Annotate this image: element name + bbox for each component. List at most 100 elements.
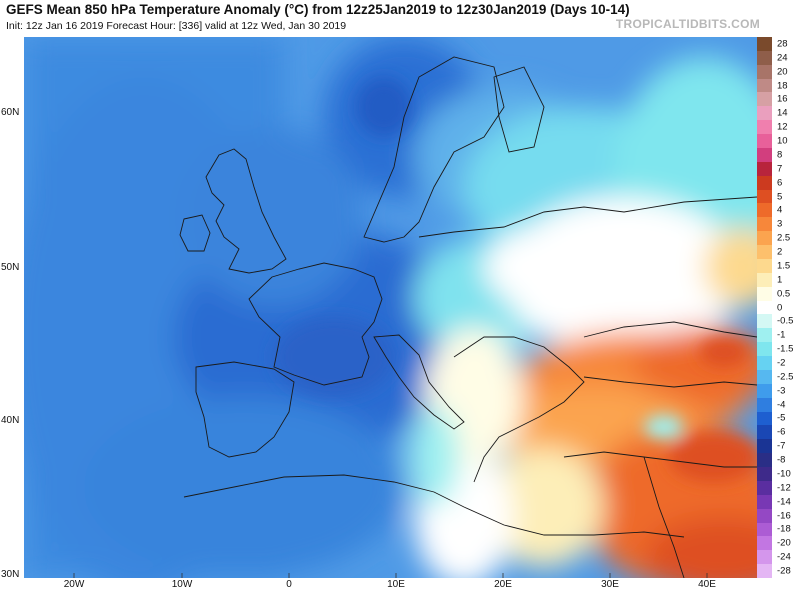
colorbar-swatch <box>757 272 772 288</box>
colorbar-level-label: 6 <box>777 177 783 189</box>
lon-label-40e: 40E <box>698 579 716 590</box>
colorbar-swatch <box>757 480 772 496</box>
colorbar-level-label: 20 <box>777 66 788 78</box>
balkan-coast <box>453 336 585 483</box>
colorbar-level-label: 16 <box>777 93 788 105</box>
colorbar-swatch <box>757 397 772 413</box>
iberia-outline <box>195 361 295 458</box>
anomaly-detail <box>274 77 757 482</box>
colorbar-level-label: -20 <box>777 537 791 549</box>
colorbar-level-label: -12 <box>777 482 791 494</box>
colorbar-level-label: -8 <box>777 454 786 466</box>
colorbar-swatch <box>757 425 772 440</box>
colorbar-swatch <box>757 120 772 135</box>
colorbar-level-label: 3 <box>777 218 783 230</box>
lat-label-40n: 40N <box>1 415 20 426</box>
colorbar-swatch <box>757 453 772 468</box>
colorbar-swatch <box>757 522 772 537</box>
colorbar-swatch <box>757 231 772 246</box>
colorbar-level-label: -2 <box>777 357 786 369</box>
colorbar-level-label: -7 <box>777 440 786 452</box>
anatolia-south <box>563 451 757 468</box>
colorbar-level-label: 1.5 <box>777 260 791 272</box>
ireland-outline <box>179 214 211 252</box>
colorbar-swatch <box>757 258 772 274</box>
colorbar-level-label: -28 <box>777 565 791 577</box>
anomaly-field <box>24 37 757 578</box>
colorbar-swatch <box>757 64 772 80</box>
colorbar-level-label: -1.5 <box>777 343 794 355</box>
black-sea-north <box>583 321 757 338</box>
colorbar-level-label: -5 <box>777 412 786 424</box>
colorbar-level-label: 1 <box>777 274 783 286</box>
lat-label-50n: 50N <box>1 262 20 273</box>
colorbar-swatch <box>757 161 772 177</box>
colorbar-level-label: 12 <box>777 121 788 133</box>
scandinavia-outline <box>363 56 505 243</box>
colorbar-swatch <box>757 328 772 343</box>
great-britain-outline <box>205 148 287 274</box>
colorbar-level-label: -0.5 <box>777 315 794 327</box>
france-outline <box>248 262 383 386</box>
colorbar-swatch <box>757 494 772 510</box>
colorbar-level-label: -4 <box>777 399 786 411</box>
colorbar-level-label: 24 <box>777 52 788 64</box>
header: GEFS Mean 850 hPa Temperature Anomaly (°… <box>0 0 800 36</box>
colorbar-level-label: 0 <box>777 302 783 313</box>
colorbar-level-label: 4 <box>777 204 783 216</box>
lat-label-60n: 60N <box>1 107 20 118</box>
north-africa-coast <box>183 474 685 538</box>
colorbar-swatch <box>757 50 772 66</box>
map-canvas <box>24 37 757 578</box>
colorbar-swatch <box>757 508 772 523</box>
site-brand: TROPICALTIDBITS.COM <box>615 17 760 31</box>
colorbar-swatch <box>757 564 772 579</box>
colorbar-level-label: -6 <box>777 426 786 438</box>
colorbar-swatch <box>757 383 772 399</box>
colorbar-level-label: -3 <box>777 385 786 397</box>
colorbar-swatch <box>757 203 772 218</box>
colorbar-swatch <box>757 369 772 385</box>
italy-outline <box>373 334 465 430</box>
colorbar-level-label: -14 <box>777 496 791 508</box>
colorbar-level-label: 14 <box>777 107 788 119</box>
colorbar-level-label: -16 <box>777 510 791 522</box>
coastlines <box>179 56 757 578</box>
colorbar-level-label: 28 <box>777 38 788 50</box>
colorbar-swatch <box>757 286 772 302</box>
map-subtitle: Init: 12z Jan 16 2019 Forecast Hour: [33… <box>6 20 347 32</box>
colorbar-swatch <box>757 189 772 204</box>
colorbar-level-label: 7 <box>777 163 783 175</box>
colorbar-swatch <box>757 342 772 357</box>
colorbar-level-label: 8 <box>777 149 783 161</box>
colorbar-level-label: -24 <box>777 551 791 563</box>
colorbar-level-label: 5 <box>777 191 783 203</box>
colorbar <box>757 37 772 579</box>
colorbar-level-label: 18 <box>777 80 788 92</box>
colorbar-swatch <box>757 37 772 52</box>
colorbar-level-label: -10 <box>777 468 791 480</box>
colorbar-swatch <box>757 536 772 551</box>
colorbar-swatch <box>757 356 772 371</box>
colorbar-swatch <box>757 550 772 565</box>
lon-label-10e: 10E <box>387 579 405 590</box>
colorbar-swatch <box>757 106 772 121</box>
lon-label-30e: 30E <box>601 579 619 590</box>
lon-label-0: 0 <box>286 579 292 590</box>
lon-label-20w: 20W <box>63 579 85 590</box>
anomaly-map <box>24 37 757 578</box>
colorbar-level-label: -1 <box>777 329 786 341</box>
lat-label-30n: 30N <box>1 569 20 580</box>
colorbar-swatch <box>757 411 772 426</box>
colorbar-swatch <box>757 134 772 149</box>
colorbar-swatch <box>757 245 772 260</box>
colorbar-level-label: 2 <box>777 246 783 258</box>
colorbar-swatch <box>757 147 772 163</box>
colorbar-swatch <box>757 175 772 191</box>
colorbar-swatch <box>757 439 772 454</box>
colorbar-level-label: 10 <box>777 135 788 147</box>
map-title: GEFS Mean 850 hPa Temperature Anomaly (°… <box>6 2 630 17</box>
colorbar-swatch <box>757 78 772 93</box>
finland-outline <box>493 66 545 153</box>
graticule-ticks <box>73 573 708 578</box>
